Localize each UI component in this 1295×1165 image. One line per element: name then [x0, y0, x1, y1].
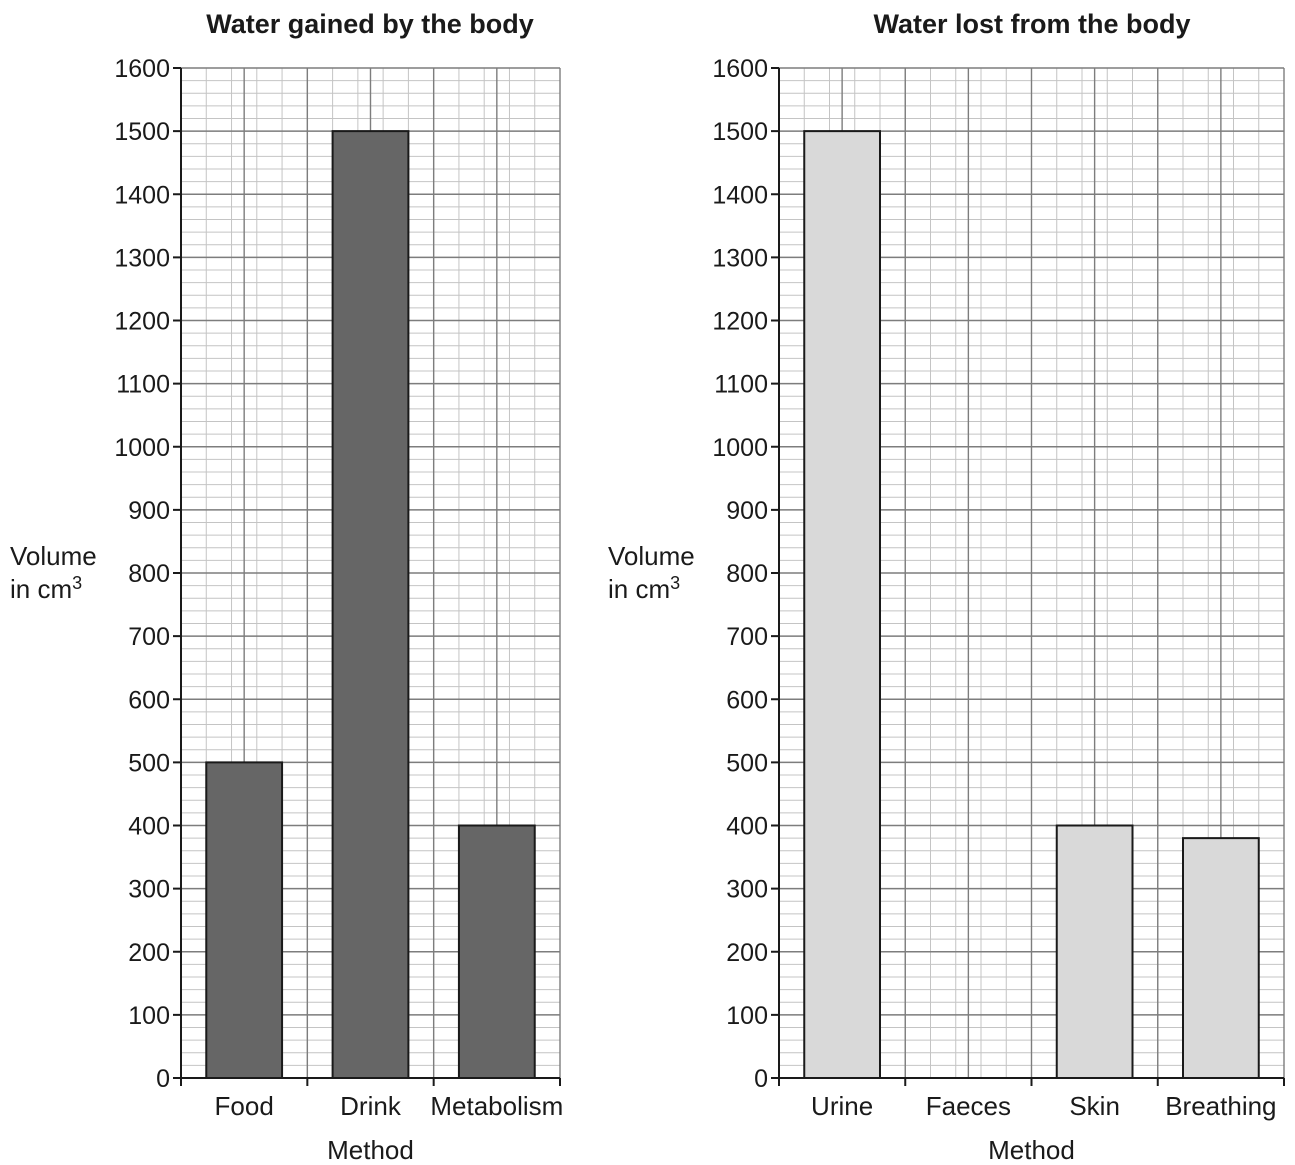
chart-2: 0 100 200 300 400 500 600 700 800 900 1000 1100 1200… [608, 9, 1285, 1165]
y-tick-label: 1400 [114, 181, 170, 209]
chart-1: 0 100 200 300 400 500 600 700 800 900 1000 1100 1200… [10, 9, 563, 1165]
bar-metabolism [457, 824, 536, 1079]
bar-skin [1055, 824, 1134, 1079]
y-tick-label: 200 [726, 939, 768, 967]
bar-drink [331, 130, 410, 1079]
y-tick-label: 1300 [712, 244, 768, 272]
x-tick-label: Faeces [926, 1091, 1011, 1121]
x-tick-label: Skin [1069, 1091, 1120, 1121]
x-tick-label: Food [215, 1091, 274, 1121]
y-tick-label: 100 [128, 1002, 170, 1030]
y-tick-label: 500 [726, 749, 768, 777]
y-tick-label: 1500 [114, 118, 170, 146]
chart-title: Water gained by the body [206, 9, 534, 39]
y-tick-label: 400 [128, 813, 170, 841]
y-tick-label: 1200 [114, 308, 170, 336]
y-tick-label: 500 [128, 749, 170, 777]
x-tick-label: Urine [811, 1091, 873, 1121]
y-tick-label: 1400 [712, 181, 768, 209]
x-tick-label: Metabolism [430, 1091, 563, 1121]
y-axis-label-unit: in cm3 [10, 573, 82, 604]
y-axis-label-unit: in cm3 [608, 573, 680, 604]
x-tick-label: Drink [340, 1091, 402, 1121]
y-tick-label: 1100 [714, 371, 768, 399]
bar-urine [803, 130, 881, 1079]
x-axis-label: Method [988, 1135, 1075, 1165]
y-tick-label: 1200 [712, 308, 768, 336]
y-tick-label: 1000 [114, 434, 170, 462]
y-tick-label: 0 [754, 1065, 768, 1093]
y-tick-label: 700 [726, 623, 768, 651]
y-tick-label: 900 [128, 497, 170, 525]
y-tick-label: 800 [128, 560, 170, 588]
x-axis-label: Method [327, 1135, 414, 1165]
y-tick-label: 600 [726, 686, 768, 714]
y-tick-label: 1100 [116, 371, 170, 399]
bar-food [205, 761, 284, 1079]
y-tick-label: 700 [128, 623, 170, 651]
y-tick-label: 800 [726, 560, 768, 588]
y-tick-label: 200 [128, 939, 170, 967]
y-tick-label: 1000 [712, 434, 768, 462]
y-tick-label: 400 [726, 813, 768, 841]
y-axis-label: Volume [10, 541, 97, 571]
y-tick-label: 1300 [114, 244, 170, 272]
chart-title: Water lost from the body [873, 9, 1190, 39]
bar-breathing [1182, 837, 1260, 1079]
y-tick-label: 600 [128, 686, 170, 714]
y-tick-label: 300 [726, 876, 768, 904]
y-tick-label: 1600 [712, 55, 768, 83]
y-tick-label: 100 [726, 1002, 768, 1030]
y-tick-label: 1500 [712, 118, 768, 146]
y-tick-label: 900 [726, 497, 768, 525]
y-tick-label: 300 [128, 876, 170, 904]
x-tick-label: Breathing [1165, 1091, 1276, 1121]
y-tick-label: 0 [156, 1065, 170, 1093]
y-axis-label: Volume [608, 541, 695, 571]
y-tick-label: 1600 [114, 55, 170, 83]
